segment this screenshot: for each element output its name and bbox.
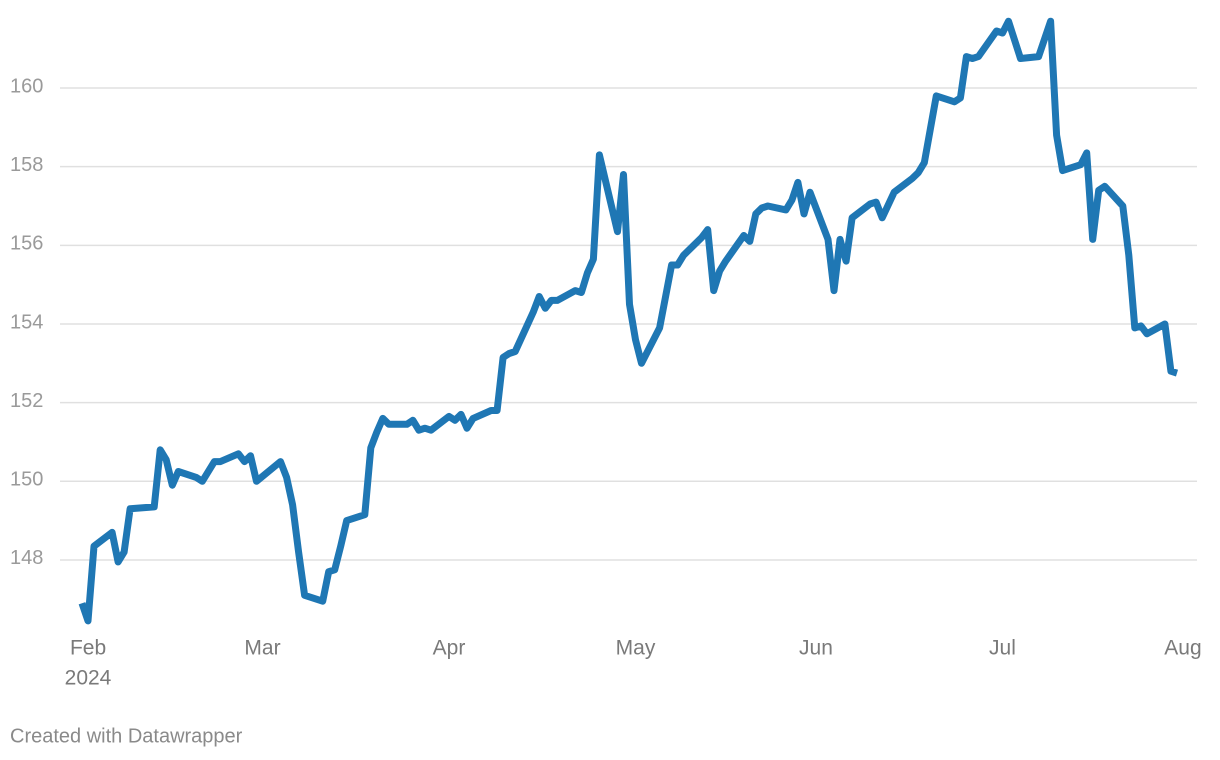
y-tick-label: 156 — [10, 233, 43, 255]
x-tick-label: Apr — [433, 637, 466, 660]
x-tick-label: Feb — [70, 637, 106, 660]
y-tick-label: 160 — [10, 75, 43, 97]
x-tick-label: Mar — [244, 637, 280, 660]
x-sublabel: 2024 — [65, 667, 112, 690]
y-tick-label: 152 — [10, 390, 43, 412]
x-tick-label: Jun — [799, 637, 833, 660]
x-tick-label: Jul — [989, 637, 1016, 660]
y-tick-label: 154 — [10, 311, 43, 333]
y-tick-label: 150 — [10, 469, 43, 491]
x-tick-label: May — [616, 637, 656, 660]
line-series — [78, 17, 1179, 625]
credit: Created with Datawrapper — [10, 725, 243, 747]
x-tick-label: Aug — [1164, 637, 1201, 660]
y-tick-label: 158 — [10, 154, 43, 176]
y-tick-label: 148 — [10, 547, 43, 569]
